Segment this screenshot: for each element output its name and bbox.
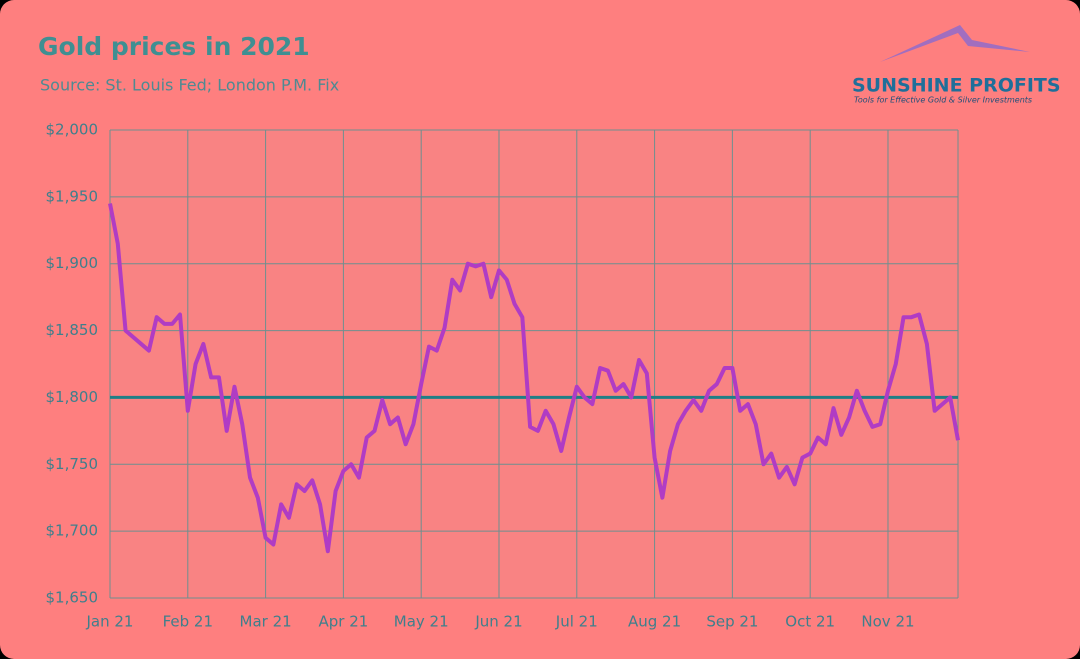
y-tick-label: $1,700 xyxy=(46,522,99,540)
x-tick-label: Nov 21 xyxy=(861,613,914,631)
chart-title: Gold prices in 2021 xyxy=(38,32,310,61)
x-tick-label: Mar 21 xyxy=(240,613,292,631)
y-tick-label: $1,850 xyxy=(46,321,99,339)
y-tick-label: $1,650 xyxy=(46,589,99,607)
x-tick-label: Jul 21 xyxy=(555,613,598,631)
x-tick-label: Sep 21 xyxy=(706,613,758,631)
x-tick-label: Jan 21 xyxy=(86,613,134,631)
logo-tagline: Tools for Effective Gold & Silver Invest… xyxy=(854,96,1032,105)
x-tick-label: Jun 21 xyxy=(474,613,522,631)
y-tick-label: $1,750 xyxy=(46,455,99,473)
plot-area xyxy=(110,130,958,598)
logo-icon xyxy=(880,25,1030,62)
x-tick-label: Apr 21 xyxy=(318,613,368,631)
y-tick-label: $1,900 xyxy=(46,254,99,272)
y-tick-label: $2,000 xyxy=(46,121,99,139)
y-tick-label: $1,800 xyxy=(46,388,99,406)
x-tick-label: Feb 21 xyxy=(163,613,213,631)
x-tick-label: May 21 xyxy=(394,613,449,631)
chart-subtitle: Source: St. Louis Fed; London P.M. Fix xyxy=(40,76,339,95)
price-line xyxy=(108,203,960,554)
x-tick-label: Aug 21 xyxy=(628,613,681,631)
y-tick-label: $1,950 xyxy=(46,187,99,205)
logo-name: SUNSHINE PROFITS xyxy=(852,75,1061,97)
x-tick-label: Oct 21 xyxy=(785,613,835,631)
